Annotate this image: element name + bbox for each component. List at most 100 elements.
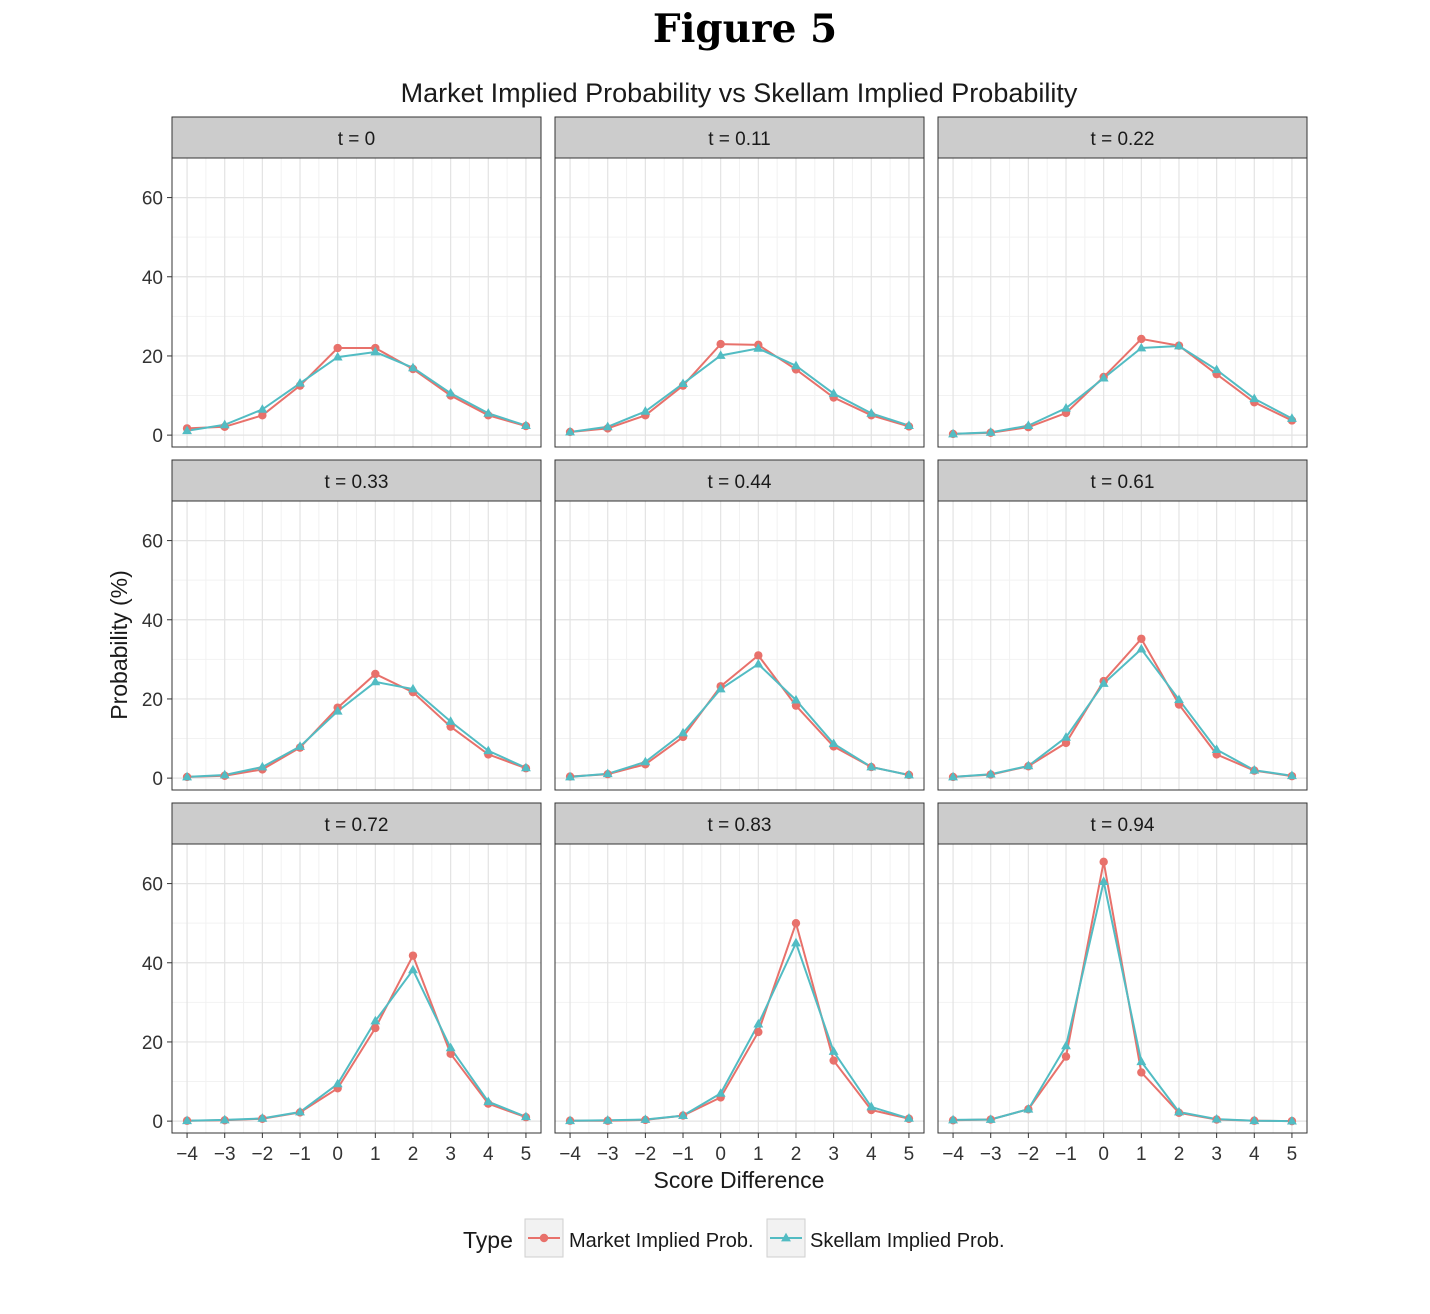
legend-key-marker-market <box>539 1233 549 1243</box>
y-tick-label: 40 <box>142 268 163 289</box>
x-tick-label: 5 <box>904 1144 915 1165</box>
panel-border <box>171 500 542 791</box>
skellam-point <box>1174 1106 1184 1116</box>
skellam-point <box>182 1115 193 1125</box>
market-point <box>371 669 380 679</box>
facet-panel: t = 0.83 −4 −3 −2 −1 0 1 2 3 4 5 <box>554 802 925 1165</box>
skellam-point <box>1286 1115 1297 1125</box>
panel-border <box>554 500 925 791</box>
skellam-point <box>1136 342 1147 352</box>
skellam-point <box>370 346 381 356</box>
y-tick-label: 20 <box>142 690 163 711</box>
x-tick-label: 1 <box>1136 1144 1147 1165</box>
panel-border <box>554 157 925 448</box>
skellam-series-line <box>570 662 910 778</box>
x-tick-label: −4 <box>942 1144 964 1165</box>
facet-panel: t = 0.11 <box>554 116 925 448</box>
skellam-series-line <box>186 350 527 432</box>
market-point <box>829 1056 838 1065</box>
market-point <box>754 1027 763 1037</box>
market-series-line <box>187 347 527 430</box>
x-tick-label: 1 <box>370 1144 381 1165</box>
panel-label: t = 0.61 <box>1091 472 1155 493</box>
market-point <box>754 651 763 660</box>
skellam-point <box>640 406 651 415</box>
x-tick-label: 4 <box>866 1144 877 1165</box>
skellam-series-line <box>570 940 910 1122</box>
skellam-point <box>985 427 996 436</box>
market-point <box>791 918 801 928</box>
skellam-point <box>370 1015 381 1025</box>
skellam-point <box>640 1114 651 1123</box>
skellam-point <box>1023 1104 1034 1113</box>
skellam-point <box>332 351 343 361</box>
market-point <box>333 343 342 353</box>
y-tick-label: 20 <box>142 347 163 368</box>
skellam-point <box>828 388 839 397</box>
market-series-line <box>570 653 910 778</box>
skellam-point <box>565 771 576 781</box>
x-tick-label: 2 <box>791 1144 802 1165</box>
x-tick-label: −3 <box>980 1144 1002 1165</box>
skellam-point <box>1098 678 1109 687</box>
skellam-point <box>483 1096 494 1106</box>
market-point <box>1099 857 1108 867</box>
market-series-line <box>570 343 910 433</box>
skellam-point <box>948 1114 959 1124</box>
legend-key-marker-skellam <box>781 1232 791 1242</box>
skellam-point <box>791 694 801 704</box>
panel-label: t = 0.44 <box>708 472 772 493</box>
skellam-point <box>678 727 688 737</box>
skellam-point <box>445 716 456 725</box>
market-point <box>371 1023 380 1033</box>
skellam-series-line <box>953 344 1293 435</box>
skellam-point <box>753 1018 764 1028</box>
skellam-point <box>903 769 914 779</box>
x-tick-label: 5 <box>521 1144 532 1165</box>
x-tick-label: 0 <box>715 1144 726 1165</box>
skellam-point <box>565 1115 576 1125</box>
panel-strip <box>171 116 542 159</box>
skellam-point <box>520 420 531 430</box>
skellam-point <box>866 408 877 417</box>
panel-strip <box>937 116 1308 159</box>
x-tick-label: 5 <box>1287 1144 1298 1165</box>
x-tick-label: −1 <box>1055 1144 1077 1165</box>
market-point <box>1061 1052 1071 1061</box>
skellam-point <box>1249 765 1260 774</box>
y-tick-label: 20 <box>142 1033 163 1054</box>
x-tick-label: −2 <box>635 1144 657 1165</box>
x-tick-label: 3 <box>445 1144 456 1165</box>
skellam-series-line <box>187 680 527 778</box>
panel-border <box>937 157 1308 448</box>
x-tick-label: 3 <box>828 1144 839 1165</box>
skellam-point <box>565 426 576 436</box>
skellam-series-line <box>953 881 1292 1123</box>
skellam-point <box>640 756 651 766</box>
skellam-point <box>1098 876 1109 885</box>
panel-label: t = 0.22 <box>1091 129 1155 150</box>
skellam-point <box>1211 744 1222 753</box>
skellam-point <box>753 343 764 352</box>
skellam-point <box>257 1113 268 1122</box>
panel-label: t = 0.83 <box>708 815 772 836</box>
panel-strip <box>937 459 1308 502</box>
facet-panel: t = 0.44 <box>554 459 925 791</box>
skellam-point <box>866 761 877 771</box>
skellam-point <box>602 1115 613 1124</box>
skellam-point <box>1023 760 1034 770</box>
skellam-point <box>985 1114 996 1123</box>
x-tick-label: 4 <box>1249 1144 1260 1165</box>
skellam-point <box>903 420 914 430</box>
x-tick-label: 2 <box>408 1144 419 1165</box>
panel-strip <box>937 802 1308 845</box>
skellam-point <box>1136 643 1147 653</box>
skellam-point <box>1286 770 1297 780</box>
facet-panel: t = 0.61 <box>937 459 1308 791</box>
market-series-line <box>187 672 527 778</box>
x-tick-label: −3 <box>597 1144 619 1165</box>
legend-entry-label: Market Implied Prob. <box>569 1230 754 1252</box>
skellam-point <box>1136 1056 1147 1066</box>
x-tick-label: 1 <box>753 1144 764 1165</box>
skellam-point <box>295 378 305 387</box>
